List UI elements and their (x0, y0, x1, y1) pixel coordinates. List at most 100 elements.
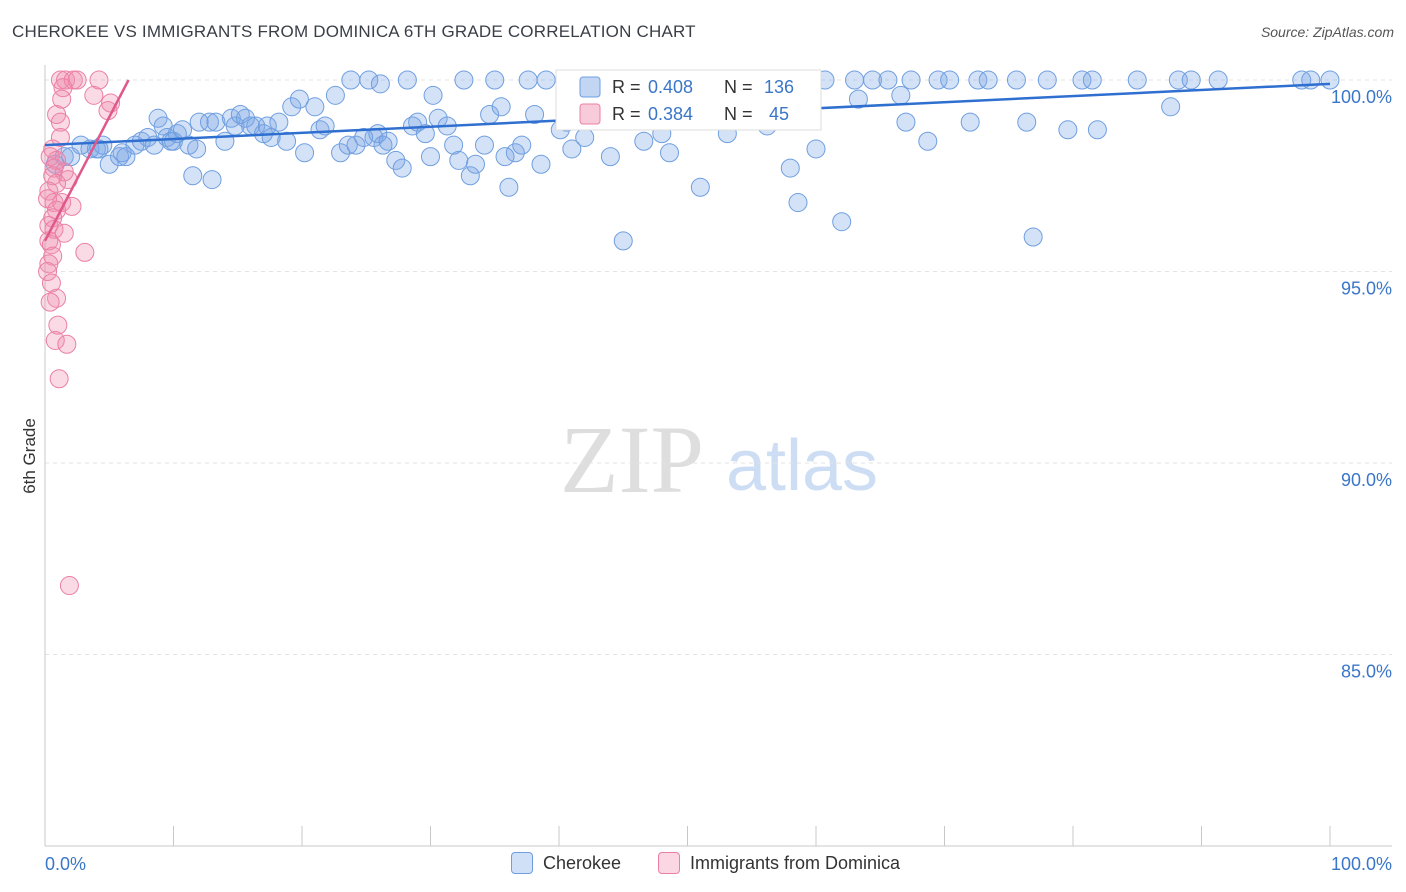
point-cherokee (423, 85, 443, 105)
point-dominica (56, 70, 76, 90)
point-dominica (59, 576, 79, 596)
source-label: Source: ZipAtlas.com (1260, 24, 1394, 40)
point-dominica (75, 242, 95, 262)
legend-swatch-dominica (658, 852, 680, 874)
point-dominica (89, 70, 109, 90)
stats-n-label-dominica: N = (724, 104, 753, 124)
point-dominica (57, 334, 77, 354)
point-cherokee (891, 85, 911, 105)
stats-legend-swatch-dominica (579, 103, 601, 125)
point-cherokee (370, 74, 390, 94)
point-cherokee (518, 70, 538, 90)
point-cherokee (189, 112, 209, 132)
stats-n-value-cherokee: 136 (764, 77, 794, 97)
point-cherokee (575, 127, 595, 147)
point-cherokee (918, 131, 938, 151)
point-cherokee (978, 70, 998, 90)
point-cherokee (397, 70, 417, 90)
point-cherokee (788, 193, 808, 213)
y-tick-label: 90.0% (1341, 470, 1392, 490)
point-dominica (40, 292, 60, 312)
point-cherokee (1082, 70, 1102, 90)
point-cherokee (269, 112, 289, 132)
point-dominica (48, 315, 68, 335)
point-cherokee (421, 147, 440, 167)
point-cherokee (354, 127, 374, 147)
point-cherokee (454, 70, 474, 90)
point-cherokee (845, 70, 865, 90)
point-cherokee (1161, 97, 1181, 117)
point-cherokee (495, 147, 515, 167)
point-cherokee (1006, 70, 1026, 90)
series-dominica (38, 70, 121, 596)
point-cherokee (960, 112, 980, 132)
point-dominica (45, 330, 65, 350)
y-tick-label: 95.0% (1341, 279, 1392, 299)
legend-item-dominica[interactable]: Immigrants from Dominica (658, 852, 900, 874)
point-cherokee (331, 143, 351, 163)
legend-label-cherokee: Cherokee (543, 852, 622, 873)
point-cherokee (465, 154, 485, 174)
point-cherokee (282, 97, 302, 117)
point-cherokee (806, 139, 826, 159)
point-cherokee (940, 70, 960, 90)
stats-legend: R = 0.408 N = 136 R = 0.384 N = 45 (555, 69, 822, 131)
watermark-atlas: atlas (726, 426, 878, 506)
point-cherokee (512, 135, 532, 155)
point-cherokee (277, 131, 297, 151)
point-dominica (44, 158, 64, 178)
point-cherokee (896, 112, 916, 132)
trend-line-dominica (43, 79, 130, 242)
point-cherokee (310, 120, 330, 140)
axes (44, 65, 1392, 847)
point-cherokee (832, 212, 852, 232)
y-tick-label: 100.0% (1331, 87, 1392, 107)
point-dominica (39, 254, 59, 274)
point-cherokee (690, 177, 710, 197)
y-axis-label: 6th Grade (20, 418, 39, 494)
point-cherokee (505, 143, 525, 163)
watermark-zip: ZIP (560, 406, 704, 513)
point-cherokee (392, 158, 412, 178)
point-cherokee (99, 154, 119, 174)
point-cherokee (444, 135, 464, 155)
legend-label-dominica: Immigrants from Dominica (690, 852, 901, 873)
point-cherokee (660, 143, 680, 163)
point-cherokee (1127, 70, 1147, 90)
point-cherokee (600, 147, 620, 167)
point-dominica (84, 85, 104, 105)
point-cherokee (187, 139, 207, 159)
point-cherokee (325, 85, 345, 105)
stats-r-value-cherokee: 0.408 (648, 77, 693, 97)
point-cherokee (491, 97, 511, 117)
legend-item-cherokee[interactable]: Cherokee (511, 852, 621, 874)
point-cherokee (1208, 70, 1228, 90)
point-dominica (54, 223, 74, 243)
point-cherokee (863, 70, 883, 90)
point-dominica (47, 173, 67, 193)
point-dominica (47, 150, 67, 170)
point-dominica (44, 193, 64, 213)
point-cherokee (531, 154, 551, 174)
y-tick-labels: 85.0% 90.0% 95.0% 100.0% (1331, 87, 1392, 682)
point-cherokee (346, 135, 366, 155)
point-dominica (39, 181, 59, 201)
point-cherokee (499, 177, 519, 197)
point-cherokee (485, 70, 505, 90)
bottom-legend: Cherokee Immigrants from Dominica (0, 852, 1406, 878)
point-cherokee (1181, 70, 1201, 90)
point-cherokee (183, 166, 203, 186)
point-cherokee (1037, 70, 1057, 90)
point-cherokee (613, 231, 633, 251)
y-tick-label: 85.0% (1341, 662, 1392, 682)
point-cherokee (1320, 70, 1340, 90)
point-cherokee (378, 131, 398, 151)
stats-legend-swatch-cherokee (579, 76, 601, 98)
point-cherokee (138, 127, 158, 147)
point-cherokee (1017, 112, 1037, 132)
point-dominica (50, 127, 70, 147)
point-cherokee (386, 150, 406, 170)
point-cherokee (968, 70, 988, 90)
point-dominica (50, 112, 70, 132)
point-cherokee (901, 70, 921, 90)
